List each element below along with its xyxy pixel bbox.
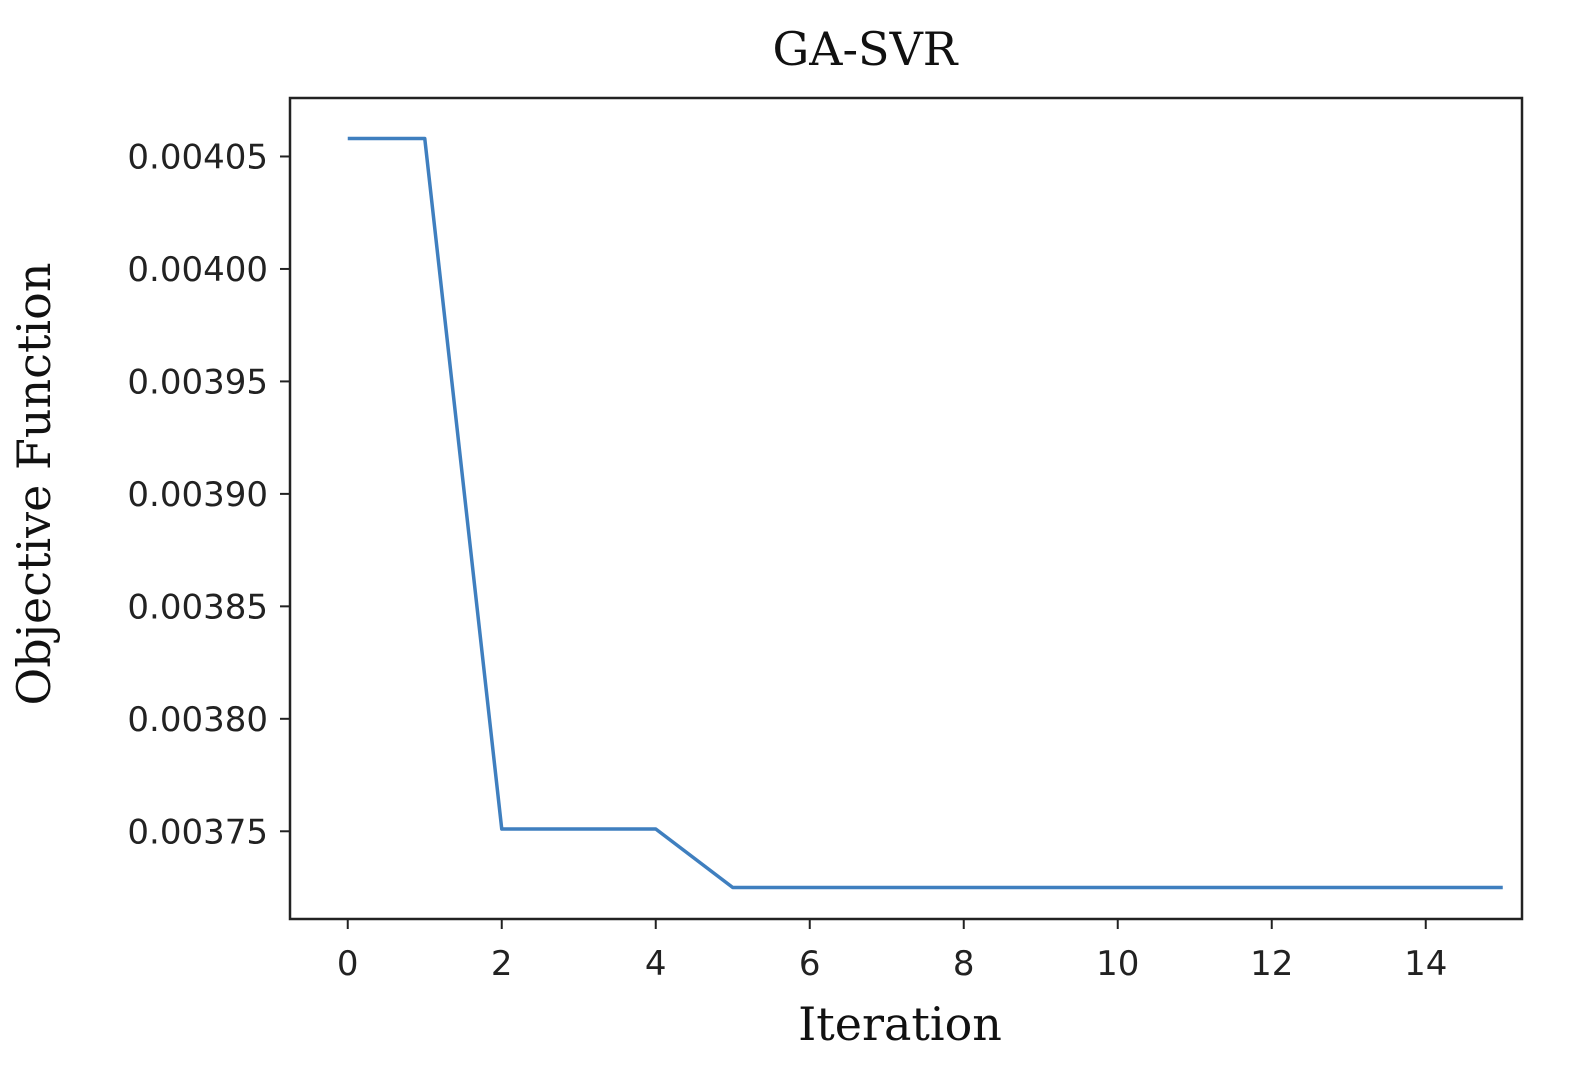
y-tick-label: 0.00390 — [127, 475, 268, 515]
y-axis-label: Objective Function — [7, 263, 61, 706]
y-tick-label: 0.00400 — [127, 250, 268, 290]
chart-title: GA-SVR — [773, 22, 959, 76]
x-tick-label: 2 — [491, 944, 513, 984]
y-axis: 0.00375 0.00380 0.00385 0.00390 0.00395 0.004… — [127, 137, 290, 852]
y-tick-label: 0.00395 — [127, 362, 268, 402]
x-tick-label: 12 — [1250, 944, 1293, 984]
x-tick-label: 10 — [1096, 944, 1139, 984]
y-tick-label: 0.00380 — [127, 700, 268, 740]
y-tick-label: 0.00385 — [127, 587, 268, 627]
x-tick-label: 6 — [799, 944, 821, 984]
x-tick-label: 14 — [1404, 944, 1447, 984]
x-tick-label: 4 — [645, 944, 667, 984]
x-axis-label: Iteration — [798, 997, 1002, 1051]
x-tick-label: 8 — [953, 944, 975, 984]
x-axis: 0 2 4 6 8 10 12 14 — [337, 919, 1447, 984]
y-tick-label: 0.00375 — [127, 812, 268, 852]
series-line-0 — [347, 136, 1503, 890]
x-tick-label: 0 — [337, 944, 359, 984]
plot-area — [288, 96, 1524, 921]
series-layer — [347, 136, 1503, 890]
y-tick-label: 0.00405 — [127, 137, 268, 177]
